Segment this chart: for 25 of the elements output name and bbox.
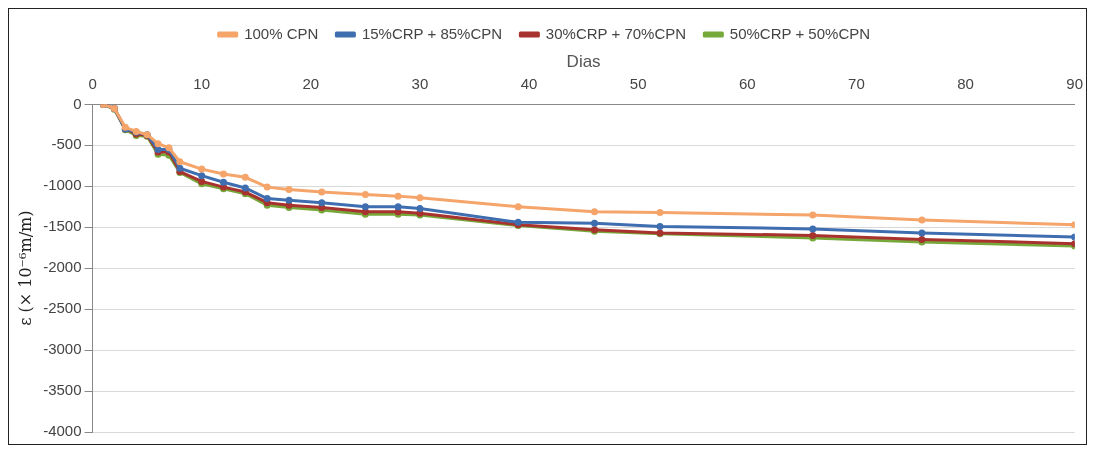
x-tick-label: 10: [193, 74, 211, 92]
x-tick-label: 80: [957, 74, 974, 92]
y-tick-label: -2000: [43, 258, 82, 276]
y-tick-label: -4000: [43, 422, 82, 440]
y-tick-label: -500: [51, 135, 82, 153]
y-tick-label: -3000: [43, 340, 82, 358]
x-tick-label: 0: [88, 74, 97, 92]
x-tick-label: 50: [629, 74, 647, 92]
legend-label: 30%CRP + 70%CPN: [545, 24, 687, 42]
legend-label: 50%CRP + 50%CPN: [729, 24, 871, 42]
x-tick-label: 70: [848, 74, 865, 92]
y-tick-label: 0: [73, 94, 82, 112]
x-tick-label: 90: [1066, 74, 1083, 92]
x-tick-label: 30: [411, 74, 429, 92]
y-tick-label: -1500: [43, 217, 82, 235]
legend-label: 100% CPN: [244, 24, 319, 42]
y-tick-label: -2500: [43, 299, 82, 317]
y-tick-label: -3500: [43, 381, 82, 399]
x-tick-label: 40: [520, 74, 538, 92]
legend-label: 15%CRP + 85%CPN: [361, 24, 503, 42]
x-axis-title: Dias: [566, 51, 601, 71]
y-axis-title: ε (× 10⁻⁶m/m): [15, 210, 35, 326]
x-tick-label: 60: [738, 74, 756, 92]
y-tick-label: -1000: [43, 176, 82, 194]
x-tick-label: 20: [302, 74, 320, 92]
